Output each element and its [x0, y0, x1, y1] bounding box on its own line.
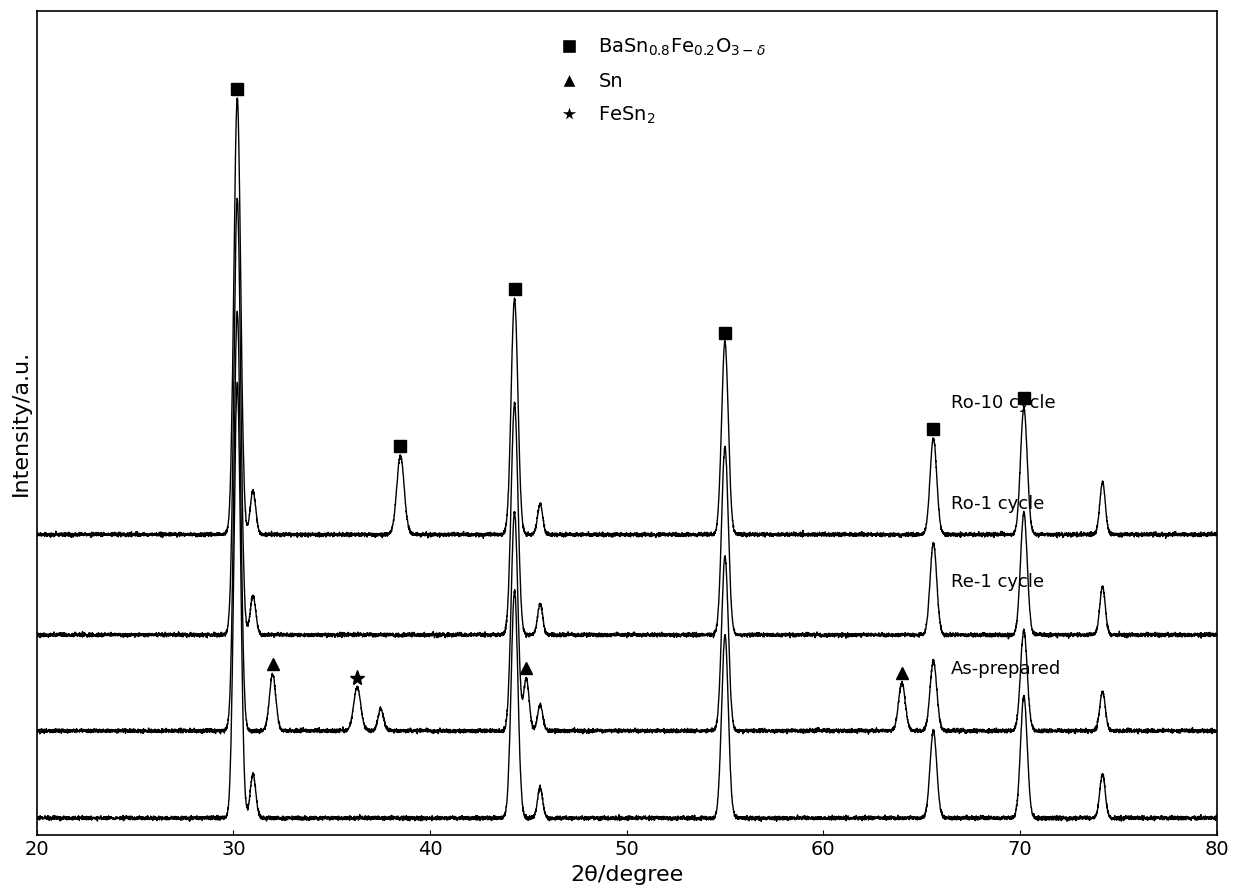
Text: Re-1 cycle: Re-1 cycle: [951, 573, 1044, 591]
Text: As-prepared: As-prepared: [951, 660, 1061, 678]
Legend: BaSn$_{0.8}$Fe$_{0.2}$O$_{3-\delta}$, Sn, FeSn$_{2}$: BaSn$_{0.8}$Fe$_{0.2}$O$_{3-\delta}$, Sn…: [542, 29, 774, 134]
Y-axis label: Intensity/a.u.: Intensity/a.u.: [11, 350, 31, 496]
Text: Ro-1 cycle: Ro-1 cycle: [951, 495, 1044, 513]
X-axis label: 2θ/degree: 2θ/degree: [570, 865, 683, 885]
Text: Ro-10 cycle: Ro-10 cycle: [951, 394, 1055, 412]
